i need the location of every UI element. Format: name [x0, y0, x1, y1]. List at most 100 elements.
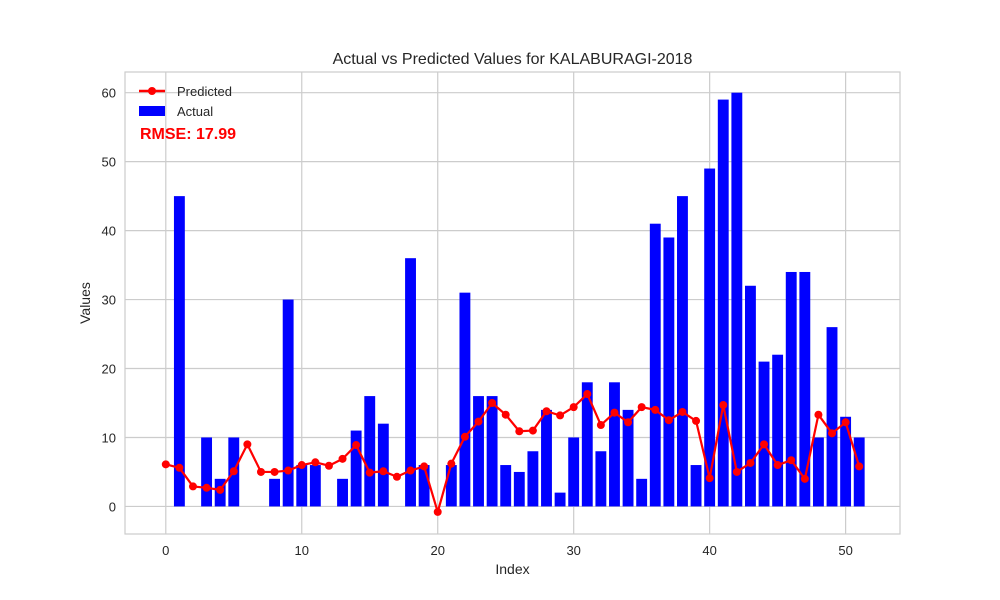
predicted-point	[202, 483, 211, 492]
predicted-point	[651, 405, 660, 414]
actual-bar	[649, 223, 661, 507]
y-tick-label: 40	[102, 224, 116, 239]
actual-bar	[445, 465, 457, 507]
actual-bar	[853, 437, 865, 507]
predicted-point	[828, 429, 837, 438]
legend-actual-swatch	[139, 106, 165, 116]
predicted-point	[746, 458, 755, 467]
predicted-point	[732, 467, 741, 476]
actual-bar	[554, 492, 566, 507]
predicted-point	[460, 432, 469, 441]
x-axis-label: Index	[495, 561, 529, 577]
predicted-point	[324, 461, 333, 470]
predicted-point	[256, 467, 265, 476]
actual-bar	[269, 478, 280, 507]
legend-predicted-label: Predicted	[177, 84, 232, 99]
predicted-point	[311, 458, 320, 467]
actual-bar	[418, 465, 430, 507]
predicted-point	[284, 466, 293, 475]
predicted-point	[556, 411, 565, 420]
actual-bar	[663, 237, 675, 507]
actual-bar	[568, 437, 580, 507]
legend-actual-label: Actual	[177, 104, 213, 119]
predicted-point	[542, 407, 551, 416]
actual-bar	[473, 396, 484, 507]
predicted-point	[719, 401, 728, 410]
actual-bar	[364, 396, 376, 507]
actual-bar	[595, 451, 607, 507]
predicted-point	[515, 427, 524, 436]
predicted-point	[216, 485, 225, 494]
actual-bar	[717, 99, 729, 507]
predicted-point	[243, 440, 252, 449]
actual-bar	[812, 437, 824, 507]
predicted-point	[420, 462, 429, 471]
plot-frame	[124, 71, 901, 535]
actual-bar	[337, 478, 348, 507]
predicted-point	[760, 440, 769, 449]
y-tick-label: 20	[102, 362, 116, 377]
y-tick-label: 60	[102, 86, 116, 101]
y-tick-labels: 0 10 20 30 40 50 60	[102, 86, 116, 515]
actual-bar	[704, 168, 716, 507]
actual-bar	[201, 437, 213, 507]
predicted-point	[406, 466, 415, 475]
actual-bar	[840, 416, 852, 507]
actual-bar	[772, 354, 784, 507]
predicted-point	[501, 410, 510, 419]
predicted-point	[175, 463, 184, 472]
predicted-point	[188, 482, 197, 491]
actual-bar	[636, 478, 648, 507]
y-tick-label: 30	[102, 293, 116, 308]
actual-bar	[826, 327, 838, 507]
actual-bar	[527, 451, 539, 507]
actual-bar	[486, 396, 498, 507]
actual-bar	[282, 299, 294, 507]
predicted-point	[664, 416, 673, 425]
predicted-point	[637, 403, 646, 412]
predicted-point	[528, 426, 537, 435]
predicted-point	[447, 459, 456, 468]
x-tick-label: 50	[838, 543, 852, 558]
predicted-series-line	[165, 392, 861, 514]
predicted-point	[569, 403, 578, 412]
predicted-point	[433, 507, 442, 516]
x-tick-label: 0	[162, 543, 169, 558]
actual-bar	[785, 271, 797, 507]
actual-bar	[745, 285, 756, 507]
actual-bar	[799, 271, 811, 507]
predicted-point	[365, 468, 374, 477]
predicted-point	[800, 474, 809, 483]
predicted-point	[583, 390, 592, 399]
chart-title: Actual vs Predicted Values for KALABURAG…	[333, 51, 693, 68]
predicted-point	[855, 462, 864, 471]
actual-bar	[309, 465, 321, 507]
predicted-point	[338, 454, 347, 463]
predicted-point	[705, 474, 714, 483]
predicted-point	[229, 467, 238, 476]
predicted-point	[841, 418, 850, 427]
predicted-point	[488, 398, 497, 407]
actual-bar	[173, 196, 185, 507]
predicted-point	[678, 407, 687, 416]
plot-area	[125, 72, 900, 534]
x-tick-label: 10	[295, 543, 309, 558]
x-tick-label: 20	[430, 543, 444, 558]
actual-bar	[296, 465, 308, 507]
predicted-point	[379, 467, 388, 476]
actual-bar	[581, 382, 593, 507]
actual-bar	[541, 409, 552, 507]
y-axis-label: Values	[77, 282, 93, 324]
actual-bar	[377, 423, 389, 507]
predicted-point	[624, 418, 633, 427]
y-tick-label: 0	[109, 499, 116, 514]
predicted-point	[270, 467, 279, 476]
predicted-point	[596, 421, 605, 430]
predicted-point	[392, 472, 401, 481]
x-tick-label: 40	[702, 543, 716, 558]
x-tick-label: 30	[566, 543, 580, 558]
y-tick-label: 50	[102, 155, 116, 170]
actual-bar	[690, 465, 702, 507]
legend: Predicted Actual	[139, 84, 232, 119]
